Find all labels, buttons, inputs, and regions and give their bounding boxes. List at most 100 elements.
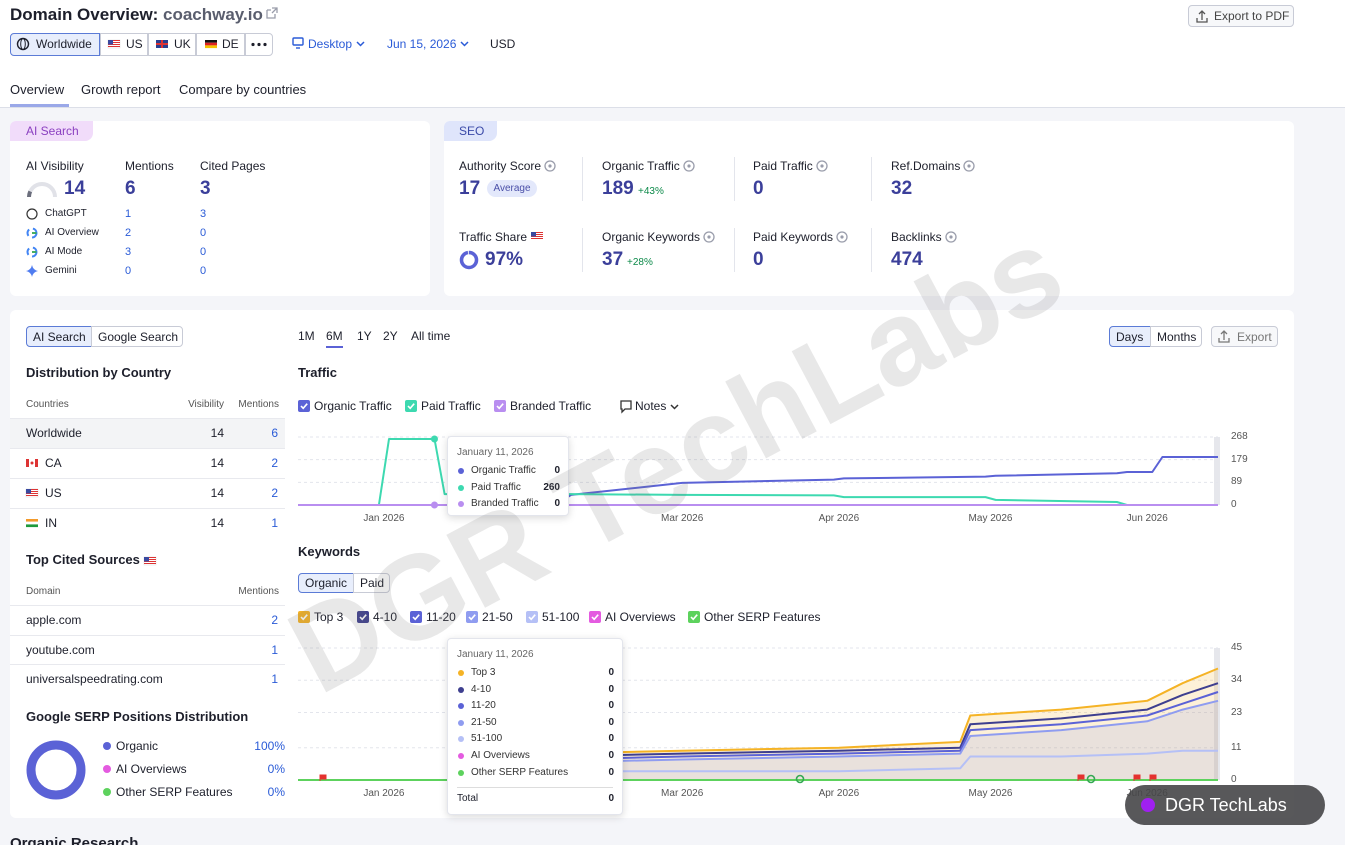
- more-button[interactable]: [245, 33, 273, 56]
- source-mentions[interactable]: 1: [271, 642, 278, 657]
- tab[interactable]: Compare by countries: [179, 82, 307, 97]
- help-icon[interactable]: [945, 231, 957, 243]
- tooltip-value: 0: [608, 766, 614, 778]
- platform-mentions[interactable]: 3: [125, 246, 132, 258]
- notes-button[interactable]: Notes: [635, 399, 667, 413]
- toggle-label[interactable]: Paid: [360, 576, 385, 590]
- legend-label[interactable]: 4-10: [373, 610, 398, 624]
- platform-cited[interactable]: 0: [200, 227, 207, 239]
- help-icon[interactable]: [683, 160, 695, 172]
- legend-value[interactable]: 100%: [254, 739, 285, 753]
- region-button[interactable]: [100, 33, 148, 56]
- tooltip-label: 21-50: [471, 716, 497, 728]
- device-select[interactable]: Desktop: [308, 37, 353, 51]
- platform-mentions[interactable]: 1: [125, 208, 132, 220]
- metric-label: Paid Traffic: [753, 158, 828, 174]
- period-underline: [326, 346, 343, 348]
- granularity-button[interactable]: [1150, 326, 1202, 347]
- source-mentions[interactable]: 1: [271, 672, 278, 686]
- export-label[interactable]: Export: [1237, 330, 1272, 344]
- source-mentions[interactable]: 2: [271, 613, 278, 627]
- legend-label[interactable]: Top 3: [314, 610, 344, 624]
- table-row[interactable]: [10, 634, 285, 665]
- separator: [582, 157, 583, 201]
- platform-cited[interactable]: 0: [200, 265, 207, 277]
- legend-label[interactable]: AI Overviews: [605, 610, 676, 624]
- export-pdf-button[interactable]: [1188, 5, 1294, 27]
- export-pdf-label[interactable]: Export to PDF: [1214, 9, 1290, 23]
- period-button[interactable]: 2Y: [383, 329, 398, 343]
- help-icon[interactable]: [703, 231, 715, 243]
- separator: [582, 228, 583, 272]
- section-title: Google SERP Positions Distribution: [26, 709, 249, 724]
- table-row[interactable]: [10, 508, 285, 538]
- help-icon[interactable]: [963, 160, 976, 172]
- legend-label[interactable]: Other SERP Features: [704, 610, 821, 624]
- legend-label[interactable]: 11-20: [426, 610, 456, 624]
- platform-mentions[interactable]: 0: [125, 265, 132, 277]
- date-select[interactable]: Jun 15, 2026: [387, 37, 457, 51]
- tab[interactable]: Growth report: [81, 82, 161, 97]
- country-mentions[interactable]: 2: [271, 456, 278, 470]
- metric-label: Ref.Domains: [891, 158, 976, 174]
- tooltip-label: 4-10: [471, 683, 492, 695]
- y-tick-label: 89: [1231, 476, 1243, 488]
- metric-value: 32: [891, 178, 913, 199]
- metric-label: Organic Traffic: [602, 158, 695, 174]
- period-button[interactable]: 6M: [326, 329, 343, 343]
- tooltip-value: 0: [608, 733, 614, 745]
- region-button[interactable]: [10, 33, 100, 56]
- platform-mentions[interactable]: 2: [125, 227, 132, 239]
- tooltip-label: Branded Traffic: [471, 498, 539, 510]
- page-title: Domain Overview:: [10, 5, 159, 24]
- legend-value[interactable]: 0%: [267, 785, 285, 799]
- platform-cited[interactable]: 0: [200, 246, 207, 258]
- toggle-label[interactable]: Google Search: [98, 330, 179, 344]
- granularity-label[interactable]: Months: [1157, 330, 1197, 344]
- table-row[interactable]: [10, 418, 285, 448]
- brand-label: DGR TechLabs: [1165, 795, 1287, 815]
- card-badge: SEO: [459, 124, 485, 138]
- period-button[interactable]: 1Y: [357, 329, 372, 343]
- y-tick-label: 45: [1231, 642, 1243, 653]
- help-icon[interactable]: [816, 160, 828, 172]
- platform-cited[interactable]: 3: [200, 208, 207, 220]
- table-row[interactable]: [10, 448, 285, 478]
- legend-label[interactable]: 51-100: [542, 610, 580, 624]
- period-button[interactable]: All time: [411, 329, 451, 343]
- toggle-button[interactable]: [353, 573, 390, 593]
- region-label[interactable]: Worldwide: [36, 37, 92, 51]
- country-mentions[interactable]: 6: [271, 426, 278, 440]
- help-icon[interactable]: [836, 231, 848, 243]
- period-button[interactable]: 1M: [298, 329, 315, 343]
- region-button[interactable]: [196, 33, 245, 56]
- granularity-label[interactable]: Days: [1116, 330, 1144, 344]
- tab[interactable]: Overview: [10, 82, 65, 97]
- legend-label[interactable]: Paid Traffic: [421, 399, 481, 413]
- legend-label[interactable]: Branded Traffic: [510, 399, 592, 413]
- toggle-label[interactable]: Organic: [305, 576, 348, 590]
- help-icon[interactable]: [544, 160, 556, 172]
- toggle-button[interactable]: [91, 326, 183, 347]
- legend-value[interactable]: 0%: [267, 762, 285, 776]
- region-label[interactable]: US: [126, 37, 143, 51]
- legend-label[interactable]: Organic Traffic: [314, 399, 392, 413]
- y-tick-label: 0: [1231, 499, 1237, 510]
- country-mentions[interactable]: 2: [271, 486, 278, 500]
- y-tick-label: 34: [1231, 674, 1243, 686]
- table-row[interactable]: [10, 605, 285, 635]
- brand-dot: [1141, 798, 1155, 812]
- metric-value: 3: [200, 178, 211, 199]
- region-label[interactable]: UK: [174, 37, 191, 51]
- country-mentions[interactable]: 1: [271, 516, 278, 530]
- platform-name: ChatGPT: [45, 208, 87, 219]
- table-row[interactable]: [10, 664, 285, 694]
- metric-value: 14: [64, 178, 86, 199]
- toggle-label[interactable]: AI Search: [33, 330, 86, 344]
- domain[interactable]: coachway.io: [163, 5, 263, 24]
- region-button[interactable]: [148, 33, 196, 56]
- region-label[interactable]: DE: [222, 37, 239, 51]
- x-tick-label: Apr 2026: [818, 513, 860, 524]
- legend-label[interactable]: 21-50: [482, 610, 513, 624]
- table-row[interactable]: [10, 478, 285, 508]
